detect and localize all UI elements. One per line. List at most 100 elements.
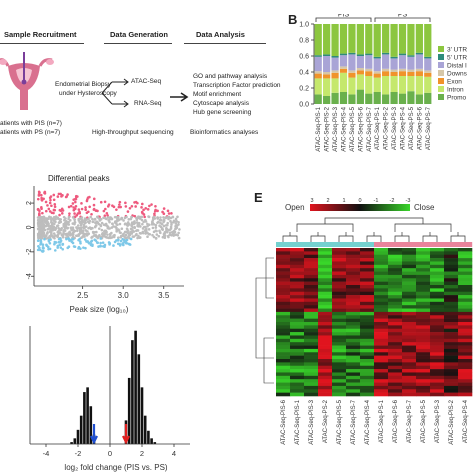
histogram-bar: [83, 392, 86, 444]
group-label-pis: PIS: [338, 14, 350, 19]
bar-segment: [331, 24, 339, 56]
scatter-point: [67, 231, 71, 235]
heatmap-cell: [416, 315, 431, 319]
heatmap-cell: [444, 345, 459, 350]
heatmap-cell: [304, 271, 319, 276]
scatter-point: [118, 200, 122, 204]
scatter-point: [67, 245, 71, 249]
scatter-series: [36, 190, 173, 219]
heatmap-cell: [276, 278, 291, 282]
heatmap-cell: [360, 254, 375, 259]
heatmap-cell: [458, 271, 473, 276]
heatmap-cell: [388, 369, 403, 373]
heatmap-cell: [318, 295, 333, 299]
scatter-point: [47, 227, 51, 230]
panel-e-letter: E: [254, 190, 263, 205]
heatmap-cell: [304, 248, 319, 252]
scatter-point: [53, 222, 56, 226]
heatmap-cell: [346, 308, 361, 313]
bar-segment: [365, 93, 373, 104]
scatter-point: [131, 221, 135, 225]
bar-segment: [339, 53, 348, 56]
bar-segment: [331, 78, 339, 93]
heatmap-cell: [430, 264, 445, 269]
scatter-point: [176, 234, 180, 237]
heatmap-cell: [360, 248, 375, 252]
bar-segment: [356, 70, 364, 75]
heatmap-cell: [318, 311, 333, 316]
heatmap-cell: [346, 261, 361, 266]
heatmap-cell: [416, 288, 431, 293]
heatmap-cell: [458, 375, 473, 380]
scatter-point: [123, 230, 127, 234]
heatmap-cell: [346, 315, 361, 319]
scatter-point: [96, 215, 99, 219]
heatmap-cell: [388, 332, 403, 336]
dendrogram-branch: [394, 223, 452, 232]
bar-segment: [398, 24, 407, 54]
heatmap-cell: [276, 258, 291, 262]
scatter-point: [167, 215, 171, 219]
x-tick-label: 3.0: [118, 291, 130, 300]
heatmap-cell: [444, 258, 459, 262]
bar-segment: [323, 56, 331, 72]
heatmap-cell: [332, 285, 347, 289]
heatmap-cell: [402, 352, 417, 356]
scatter-point: [99, 241, 102, 245]
scatter-point: [144, 207, 148, 210]
scatter-point: [84, 208, 87, 211]
heatmap-cell: [332, 392, 347, 397]
scatter-point: [45, 243, 48, 247]
heatmap-cell: [276, 342, 291, 346]
scatter-point: [150, 203, 153, 206]
scatter-point: [146, 224, 149, 228]
scatter-point: [43, 191, 47, 195]
scatter-point: [118, 222, 122, 226]
scatter-point: [83, 233, 86, 236]
heatmap-cell: [388, 278, 403, 282]
heatmap-cell: [304, 254, 319, 259]
heatmap-cell: [388, 254, 403, 259]
scatter-point: [67, 223, 71, 226]
scatter-point: [126, 231, 129, 234]
heatmap-cell: [360, 281, 375, 286]
heatmap-cell: [318, 342, 333, 346]
heatmap-cell: [374, 385, 389, 390]
heatmap-cell: [430, 268, 445, 272]
scatter-point: [139, 225, 142, 228]
histogram-bar: [73, 438, 77, 444]
scatter-point: [57, 240, 61, 244]
heatmap-cell: [458, 301, 473, 306]
heatmap-cell: [388, 382, 403, 387]
heatmap-cell: [360, 291, 375, 296]
scatter-point: [104, 207, 107, 211]
heatmap-cell: [290, 301, 305, 306]
scatter-point: [165, 230, 169, 234]
heatmap-cell: [360, 342, 375, 346]
heatmap-cell: [388, 281, 403, 286]
heatmap-cell: [318, 268, 333, 272]
scatter-point: [59, 192, 62, 196]
scatter-point: [133, 220, 136, 223]
heatmap-cell: [416, 342, 431, 346]
heatmap-cell: [374, 291, 389, 296]
heatmap-cell: [346, 348, 361, 353]
scatter-point: [153, 215, 156, 219]
histogram-bar: [131, 340, 134, 444]
heatmap-cell: [402, 298, 417, 303]
heatmap-cell: [458, 382, 473, 387]
heatmap-cell: [444, 352, 459, 356]
scatter-point: [132, 235, 136, 238]
heatmap-cell: [430, 305, 445, 309]
scatter-point: [58, 213, 61, 217]
heatmap-cell: [374, 348, 389, 353]
heatmap-cell: [402, 305, 417, 309]
scatter-point: [92, 203, 96, 207]
heatmap-cell: [290, 281, 305, 286]
heatmap-cell: [304, 285, 319, 289]
scatter-point: [162, 224, 166, 228]
heatmap-cell: [430, 335, 445, 340]
heatmap-cell: [290, 345, 305, 350]
heatmap-cell: [416, 345, 431, 350]
histogram-bar: [86, 387, 89, 444]
